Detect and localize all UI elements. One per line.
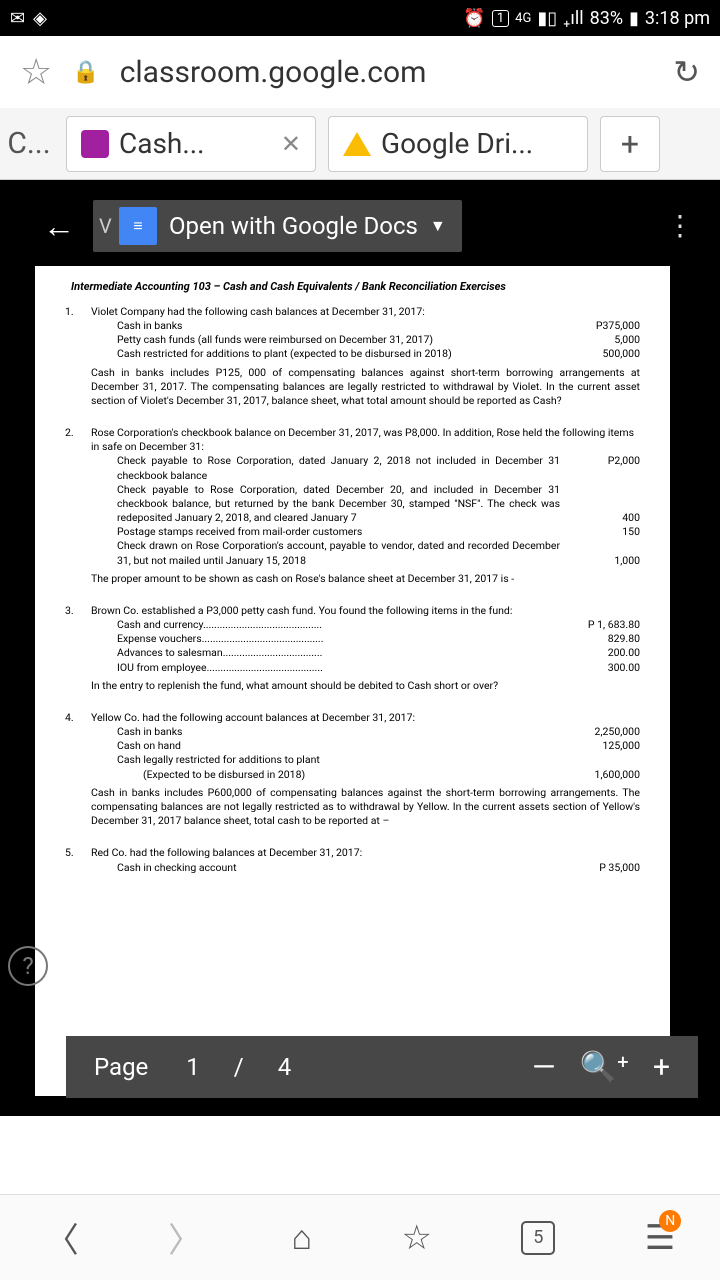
- signal-icon-2: ₊ıll: [563, 8, 583, 29]
- android-status-bar: ✉ ◈ ⏰ 1 4G ▮▯ ₊ıll 83% ▮ 3:18 pm: [0, 0, 720, 36]
- battery-icon: ▮: [629, 8, 639, 29]
- drive-icon: [343, 132, 371, 156]
- classroom-icon: [81, 130, 109, 158]
- zoom-in-icon[interactable]: 🔍⁺: [580, 1050, 629, 1085]
- close-icon[interactable]: ✕: [281, 130, 301, 158]
- browser-bottom-nav: 〈 〉 ⌂ ☆ 5 ☰N: [0, 1194, 720, 1280]
- question-2: 2. Rose Corporation's checkbook balance …: [91, 426, 640, 586]
- question-5: 5. Red Co. had the following balances at…: [91, 846, 640, 874]
- nav-back-icon[interactable]: 〈: [45, 1213, 79, 1262]
- doc-title: Intermediate Accounting 103 – Cash and C…: [71, 280, 640, 295]
- open-with-chip[interactable]: V ≡ Open with Google Docs ▼: [93, 200, 462, 252]
- mail-icon: ✉: [10, 8, 25, 29]
- back-arrow-icon[interactable]: ←: [43, 207, 75, 245]
- open-with-label: Open with Google Docs: [169, 212, 418, 240]
- bookmark-star-icon[interactable]: ☆: [20, 51, 52, 93]
- tab-label: Cash...: [119, 127, 204, 160]
- clock: 3:18 pm: [645, 8, 710, 29]
- signal-icon: ▮▯: [537, 8, 557, 29]
- document-page[interactable]: Intermediate Accounting 103 – Cash and C…: [35, 266, 670, 1096]
- tab-classroom[interactable]: Cash... ✕: [66, 116, 316, 172]
- page-total: 4: [278, 1053, 292, 1081]
- tabs-button[interactable]: 5: [521, 1221, 555, 1255]
- help-icon[interactable]: ?: [8, 946, 48, 986]
- add-button[interactable]: +: [653, 1050, 670, 1085]
- page-label: Page: [94, 1053, 148, 1081]
- notif-count-icon: 1: [492, 10, 509, 27]
- lock-icon: 🔒: [72, 60, 99, 85]
- tab-overflow[interactable]: C...: [4, 126, 54, 161]
- viewer-toolbar: ← V ≡ Open with Google Docs ▼ ⋮: [35, 198, 720, 254]
- nav-forward-icon[interactable]: 〉: [168, 1213, 202, 1262]
- overflow-menu-icon[interactable]: ⋮: [666, 221, 694, 231]
- page-indicator-bar: Page 1 / 4 — 🔍⁺ +: [66, 1036, 698, 1098]
- zoom-out-button[interactable]: —: [532, 1050, 555, 1085]
- bookmarks-icon[interactable]: ☆: [401, 1218, 431, 1258]
- question-4: 4. Yellow Co. had the following account …: [91, 711, 640, 828]
- question-1: 1. Violet Company had the following cash…: [91, 305, 640, 408]
- browser-address-bar: ☆ 🔒 classroom.google.com ↻: [0, 36, 720, 108]
- chevron-down-icon[interactable]: ▼: [430, 216, 446, 236]
- reload-icon[interactable]: ↻: [673, 53, 700, 91]
- alarm-icon: ⏰: [463, 8, 485, 29]
- page-current: 1: [186, 1053, 200, 1081]
- new-tab-button[interactable]: +: [600, 116, 660, 172]
- notification-badge: N: [659, 1210, 681, 1232]
- tab-label: Google Dri...: [381, 127, 533, 160]
- network-type: 4G: [515, 11, 531, 26]
- menu-icon[interactable]: ☰N: [645, 1218, 675, 1258]
- url-text[interactable]: classroom.google.com: [120, 55, 654, 90]
- battery-pct: 83%: [590, 8, 623, 29]
- question-3: 3. Brown Co. established a P3,000 petty …: [91, 604, 640, 693]
- google-docs-icon: ≡: [119, 207, 157, 245]
- home-icon[interactable]: ⌂: [292, 1218, 313, 1258]
- tab-strip: C... Cash... ✕ Google Dri... +: [0, 108, 720, 180]
- pdf-viewer: ← V ≡ Open with Google Docs ▼ ⋮ Intermed…: [0, 180, 720, 1116]
- wifi-icon: ◈: [33, 8, 47, 29]
- tab-drive[interactable]: Google Dri...: [328, 116, 588, 172]
